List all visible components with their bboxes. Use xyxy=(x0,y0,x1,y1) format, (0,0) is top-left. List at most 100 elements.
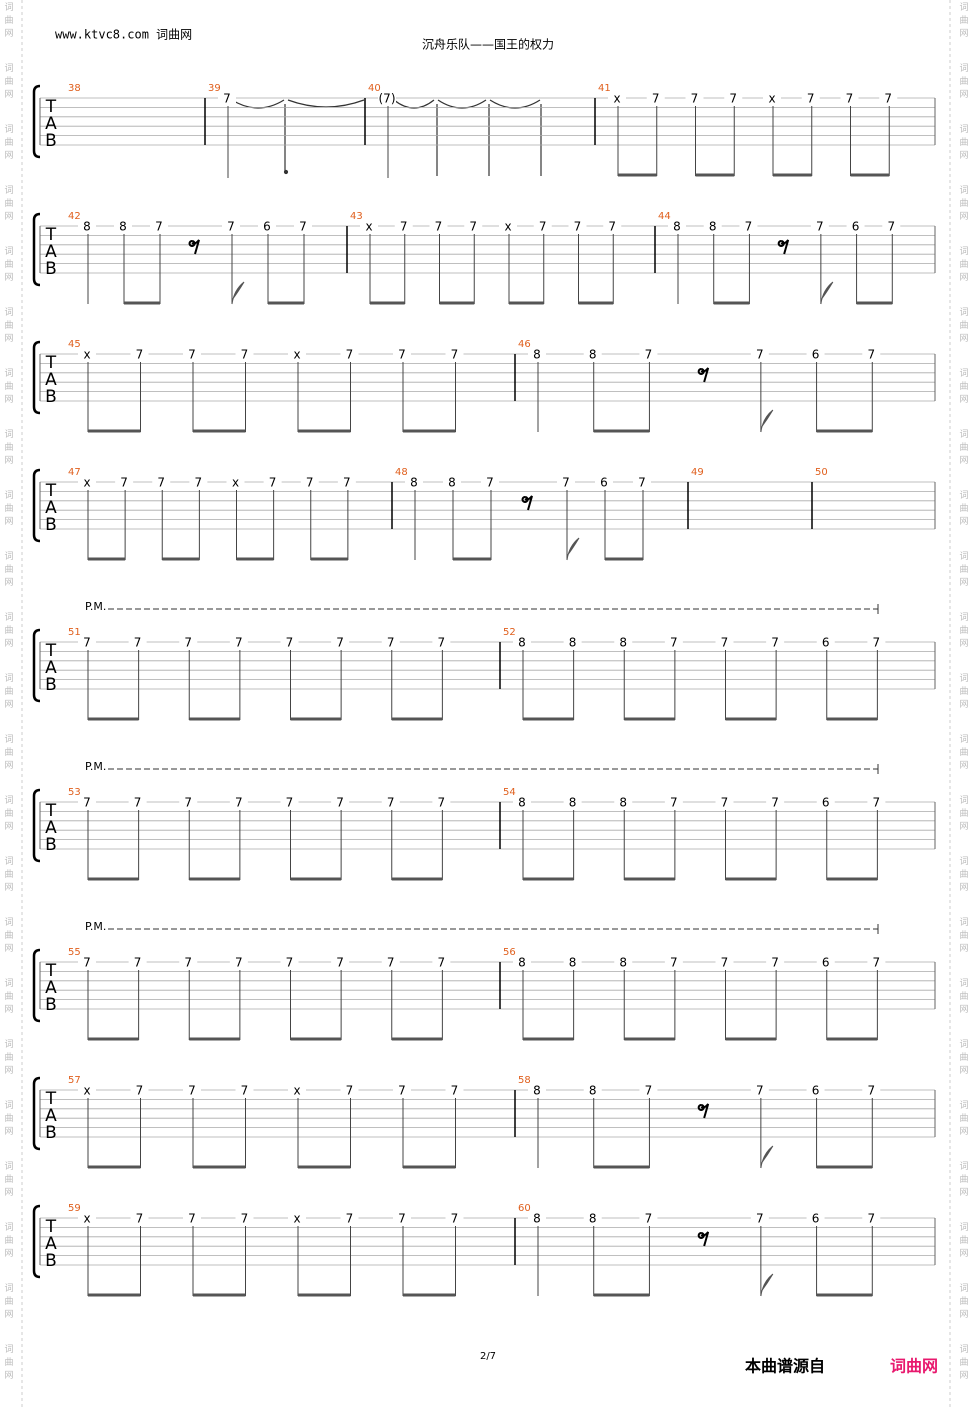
note-bg xyxy=(445,1084,464,1096)
note-bg xyxy=(867,956,886,968)
measure-number: 41 xyxy=(598,83,611,94)
fret-number: 7 xyxy=(286,636,294,650)
fret-number: 7 xyxy=(223,92,231,106)
fret-number: 7 xyxy=(771,636,779,650)
note-bg xyxy=(766,796,785,808)
fret-number: 7 xyxy=(83,956,91,970)
fret-number: 7 xyxy=(336,956,344,970)
palm-mute: P.M. xyxy=(85,920,106,933)
fret-number: 7 xyxy=(136,1212,144,1226)
tab-clef: B xyxy=(45,515,57,535)
fret-number: 7 xyxy=(346,1212,354,1226)
note-bg xyxy=(563,796,582,808)
measure-number: 55 xyxy=(68,947,81,958)
note-bg xyxy=(130,1212,149,1224)
measure-number: 53 xyxy=(68,787,81,798)
tab-clef: A xyxy=(45,658,57,678)
note-bg xyxy=(235,348,254,360)
fret-number: 7 xyxy=(235,796,243,810)
measure-number: 59 xyxy=(68,1203,81,1214)
rest xyxy=(697,1103,710,1119)
fret-number: 8 xyxy=(119,220,127,234)
fret-number: 7 xyxy=(816,220,824,234)
note-bg xyxy=(862,1084,881,1096)
note-bg xyxy=(432,796,451,808)
note-bg xyxy=(806,1084,825,1096)
fret-number: 8 xyxy=(569,956,577,970)
tab-clef: T xyxy=(45,641,57,661)
note-bg xyxy=(378,92,396,104)
watermark: 词曲网 xyxy=(3,1161,14,1200)
watermark: 词曲网 xyxy=(958,185,969,224)
fret-number: 7 xyxy=(451,348,459,362)
note-bg xyxy=(862,1212,881,1224)
fret-number: 7 xyxy=(299,220,307,234)
note-bg xyxy=(750,1084,769,1096)
fret-number: 7 xyxy=(562,476,570,490)
measure-number: 60 xyxy=(518,1203,531,1214)
note-bg xyxy=(583,1084,602,1096)
note-bg xyxy=(664,956,683,968)
watermark: 词曲网 xyxy=(958,551,969,590)
watermark: 词曲网 xyxy=(958,917,969,956)
bracket xyxy=(32,948,41,1023)
note-bg xyxy=(331,796,350,808)
note-bg xyxy=(443,476,461,488)
note-bg xyxy=(280,636,299,648)
note-bg xyxy=(294,220,312,232)
fret-number: x xyxy=(83,1084,90,1098)
fret-number: 7 xyxy=(188,1084,196,1098)
note-bg xyxy=(528,1212,546,1224)
note-bg xyxy=(816,636,835,648)
tab-clef: A xyxy=(45,498,57,518)
measure-number: 57 xyxy=(68,1075,81,1086)
fret-number: 8 xyxy=(518,956,526,970)
fret-number: 7 xyxy=(387,956,395,970)
flag xyxy=(566,537,580,561)
note-bg xyxy=(867,636,886,648)
fret-number: x xyxy=(504,220,511,234)
fret-number: 7 xyxy=(867,1212,875,1226)
fret-number: 7 xyxy=(486,476,494,490)
note-bg xyxy=(801,92,820,104)
fret-number: 7 xyxy=(469,220,477,234)
fret-number: 6 xyxy=(822,796,830,810)
fret-number: 7 xyxy=(574,220,582,234)
fret-number: 6 xyxy=(822,636,830,650)
watermark: 词曲网 xyxy=(958,734,969,773)
flag xyxy=(760,1145,774,1169)
fret-number: 7 xyxy=(670,796,678,810)
fret-number: 7 xyxy=(195,476,203,490)
fret-number: x xyxy=(613,92,620,106)
tab-clef: T xyxy=(45,97,57,117)
note-bg xyxy=(528,348,546,360)
note-bg xyxy=(668,220,686,232)
fret-number: 7 xyxy=(306,476,314,490)
fret-number: 7 xyxy=(645,1084,653,1098)
tab-clef: A xyxy=(45,1106,57,1126)
fret-number: 6 xyxy=(263,220,271,234)
fret-number: 7 xyxy=(867,348,875,362)
note-bg xyxy=(816,956,835,968)
note-bg xyxy=(189,476,208,488)
bracket xyxy=(32,212,41,287)
watermark: 词曲网 xyxy=(958,978,969,1017)
note-bg xyxy=(810,220,829,232)
note-bg xyxy=(360,220,378,232)
fret-number: 8 xyxy=(619,636,627,650)
fret-number: x xyxy=(768,92,775,106)
fret-number: 8 xyxy=(619,796,627,810)
fret-number: 7 xyxy=(241,348,249,362)
fret-number: 8 xyxy=(589,1212,597,1226)
measure-number: 42 xyxy=(68,211,81,222)
fret-number: 7 xyxy=(83,636,91,650)
note-bg xyxy=(183,1084,201,1096)
watermark: 词曲网 xyxy=(3,978,14,1017)
fret-number: 7 xyxy=(771,796,779,810)
note-bg xyxy=(595,476,613,488)
watermark: 词曲网 xyxy=(3,124,14,163)
note-bg xyxy=(750,1212,769,1224)
note-bg xyxy=(533,220,552,232)
note-bg xyxy=(128,796,147,808)
